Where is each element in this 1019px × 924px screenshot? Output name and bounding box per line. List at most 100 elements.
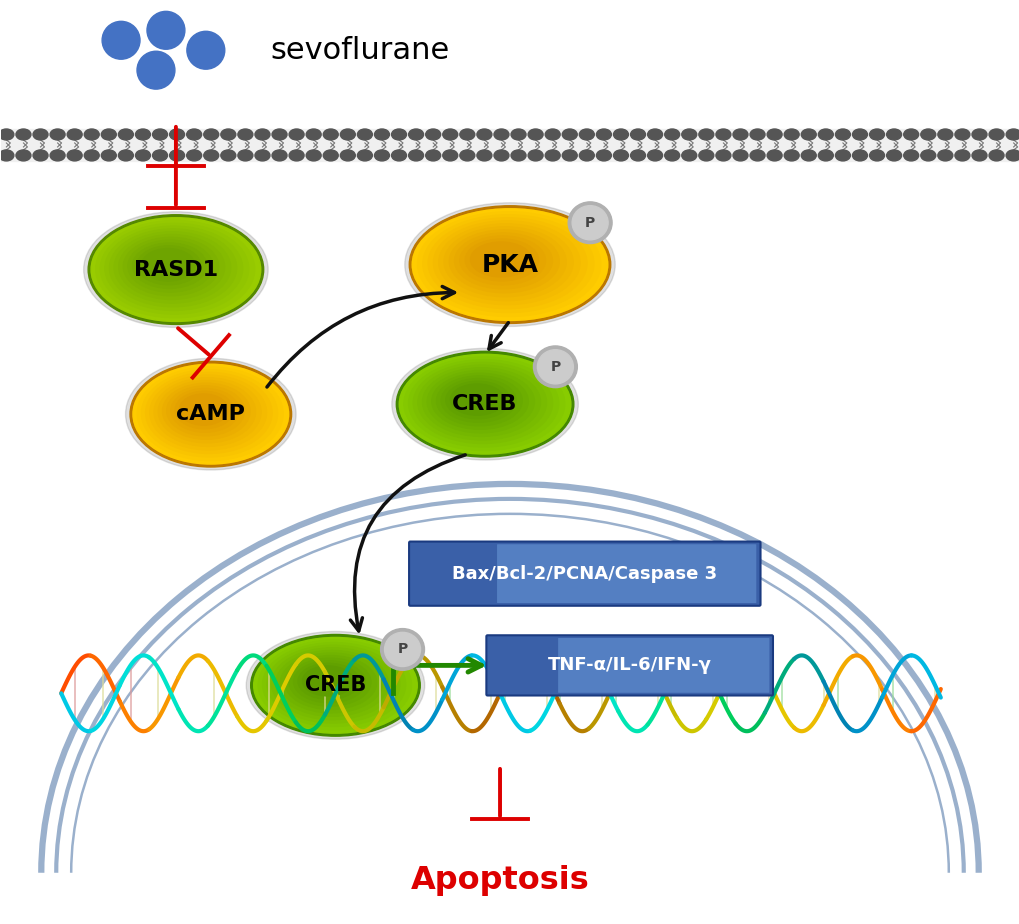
Ellipse shape [681, 129, 696, 140]
Ellipse shape [561, 129, 577, 140]
FancyBboxPatch shape [409, 541, 760, 606]
Ellipse shape [511, 150, 526, 161]
Ellipse shape [272, 129, 286, 140]
Ellipse shape [16, 150, 31, 161]
Ellipse shape [246, 631, 424, 739]
Ellipse shape [835, 150, 850, 161]
Ellipse shape [460, 236, 545, 285]
Ellipse shape [733, 150, 747, 161]
Ellipse shape [418, 365, 546, 440]
Ellipse shape [733, 129, 747, 140]
Ellipse shape [67, 150, 83, 161]
Ellipse shape [612, 150, 628, 161]
Ellipse shape [153, 129, 167, 140]
Ellipse shape [67, 129, 83, 140]
Ellipse shape [101, 150, 116, 161]
Ellipse shape [33, 150, 48, 161]
Ellipse shape [150, 375, 266, 450]
Ellipse shape [801, 150, 815, 161]
Ellipse shape [425, 150, 440, 161]
Ellipse shape [288, 150, 304, 161]
Ellipse shape [88, 214, 264, 324]
Ellipse shape [84, 212, 268, 327]
Ellipse shape [136, 129, 150, 140]
Ellipse shape [254, 638, 417, 733]
FancyBboxPatch shape [557, 638, 768, 693]
Ellipse shape [511, 129, 526, 140]
Ellipse shape [267, 645, 399, 723]
Ellipse shape [493, 129, 508, 140]
Ellipse shape [255, 129, 270, 140]
Ellipse shape [306, 129, 321, 140]
Ellipse shape [988, 129, 1003, 140]
Text: P: P [397, 642, 408, 656]
Ellipse shape [766, 150, 782, 161]
Ellipse shape [445, 382, 510, 419]
Ellipse shape [105, 226, 243, 310]
Ellipse shape [136, 150, 150, 161]
Ellipse shape [284, 656, 376, 710]
Ellipse shape [138, 367, 283, 460]
Ellipse shape [125, 359, 296, 470]
Ellipse shape [427, 371, 534, 432]
Ellipse shape [470, 242, 531, 277]
Ellipse shape [572, 206, 607, 240]
Ellipse shape [306, 150, 321, 161]
Ellipse shape [442, 150, 458, 161]
Ellipse shape [903, 150, 918, 161]
Ellipse shape [433, 221, 580, 305]
Ellipse shape [275, 650, 388, 716]
Ellipse shape [561, 150, 577, 161]
Ellipse shape [288, 129, 304, 140]
Ellipse shape [409, 359, 558, 447]
Ellipse shape [412, 209, 607, 321]
Ellipse shape [715, 129, 731, 140]
Ellipse shape [766, 129, 782, 140]
Ellipse shape [630, 150, 645, 161]
Ellipse shape [391, 348, 578, 460]
Text: P: P [549, 359, 560, 374]
Ellipse shape [169, 150, 184, 161]
Text: Apoptosis: Apoptosis [411, 865, 589, 896]
Ellipse shape [409, 150, 423, 161]
Ellipse shape [171, 389, 238, 432]
Ellipse shape [920, 129, 934, 140]
Ellipse shape [132, 243, 207, 288]
Ellipse shape [528, 150, 542, 161]
Ellipse shape [647, 129, 662, 140]
Ellipse shape [127, 240, 212, 292]
Ellipse shape [409, 206, 610, 323]
Ellipse shape [162, 383, 250, 439]
Ellipse shape [123, 237, 218, 296]
Ellipse shape [715, 150, 731, 161]
Ellipse shape [454, 233, 552, 289]
Ellipse shape [886, 150, 901, 161]
Ellipse shape [142, 249, 195, 281]
Ellipse shape [357, 129, 372, 140]
Ellipse shape [0, 129, 14, 140]
Ellipse shape [460, 129, 474, 140]
Ellipse shape [91, 218, 261, 322]
Ellipse shape [380, 628, 424, 670]
Ellipse shape [428, 218, 586, 309]
Ellipse shape [936, 150, 952, 161]
Ellipse shape [158, 381, 256, 443]
Ellipse shape [477, 129, 491, 140]
Ellipse shape [869, 150, 883, 161]
Ellipse shape [262, 643, 406, 726]
Ellipse shape [477, 150, 491, 161]
Ellipse shape [16, 129, 31, 140]
Ellipse shape [425, 129, 440, 140]
Ellipse shape [137, 246, 201, 285]
Ellipse shape [835, 129, 850, 140]
Ellipse shape [954, 129, 969, 140]
Ellipse shape [118, 235, 224, 299]
Ellipse shape [85, 129, 99, 140]
Text: cAMP: cAMP [176, 404, 245, 424]
Ellipse shape [545, 129, 559, 140]
Bar [1, 129, 1018, 161]
Ellipse shape [698, 129, 713, 140]
Ellipse shape [204, 129, 218, 140]
Ellipse shape [460, 150, 474, 161]
Ellipse shape [886, 129, 901, 140]
